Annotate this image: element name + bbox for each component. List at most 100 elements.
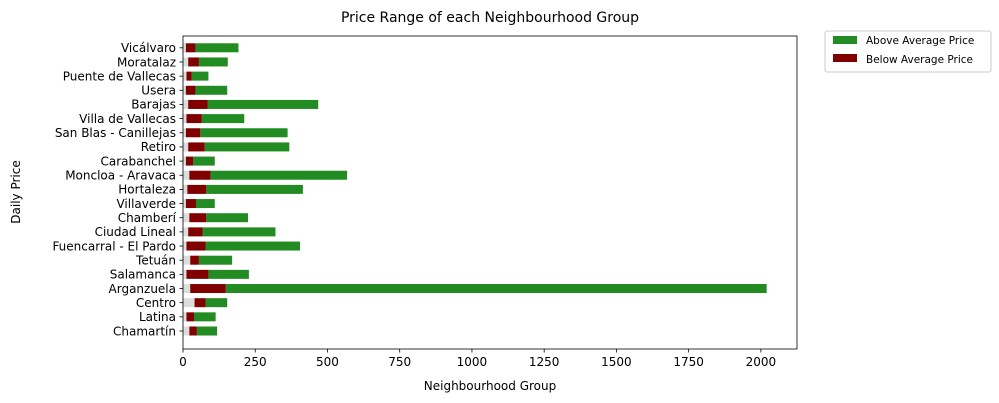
bar-below-average-price-hortaleza [187,184,207,194]
bar-below-average-price-arganzuela [190,284,226,294]
bar-below-average-price-chamberi [189,213,207,223]
bar-below-average-price-san-blas-canillejas [185,128,201,138]
bar-baseline-barajas [183,99,189,109]
y-tick-label-centro: Centro [136,296,176,310]
bar-baseline-villaverde [183,199,186,209]
x-tick-label-250: 250 [244,355,267,369]
bar-above-average-price-villaverde [196,199,215,209]
y-tick-label-retiro: Retiro [141,140,176,154]
bar-baseline-fuencarral-el-pardo [183,241,187,251]
bar-below-average-price-salamanca [186,269,209,279]
y-tick-label-moncloa-aravaca: Moncloa - Aravaca [65,169,176,183]
y-tick-label-barajas: Barajas [131,98,176,112]
bar-above-average-price-centro [205,298,228,308]
bar-above-average-price-puente-de-vallecas [191,71,209,81]
plot-frame [182,35,798,350]
bar-below-average-price-puente-de-vallecas [186,71,192,81]
x-tick-label-0: 0 [179,355,187,369]
bar-baseline-usera [183,85,186,95]
bar-baseline-carabanchel [183,156,186,166]
bar-baseline-salamanca [183,269,187,279]
y-tick-label-carabanchel: Carabanchel [100,154,176,168]
y-tick-label-tetuan: Tetuán [135,254,176,268]
bar-baseline-villa-de-vallecas [183,114,187,124]
x-tick-label-1000: 1000 [457,355,488,369]
bar-above-average-price-usera [195,85,228,95]
y-tick-label-villa-de-vallecas: Villa de Vallecas [79,112,176,126]
bar-below-average-price-centro [194,298,206,308]
legend-box [824,30,992,73]
legend-swatch-below-average [833,54,857,62]
bar-above-average-price-ciudad-lineal [202,227,276,237]
x-tick-label-1750: 1750 [673,355,704,369]
y-tick-label-latina: Latina [139,310,176,324]
bar-baseline-tetuan [183,255,191,265]
y-tick-label-hortaleza: Hortaleza [118,183,176,197]
y-tick-label-fuencarral-el-pardo: Fuencarral - El Pardo [52,239,176,253]
bar-above-average-price-fuencarral-el-pardo [205,241,301,251]
bar-below-average-price-fuencarral-el-pardo [186,241,206,251]
x-tick-label-1500: 1500 [601,355,632,369]
bar-below-average-price-ciudad-lineal [188,227,203,237]
bar-above-average-price-moratalaz [198,57,228,67]
y-tick-label-arganzuela: Arganzuela [109,282,176,296]
bar-below-average-price-carabanchel [185,156,194,166]
bar-above-average-price-retiro [204,142,290,152]
bar-baseline-latina [183,312,187,322]
bar-baseline-retiro [183,142,189,152]
bar-baseline-san-blas-canillejas [183,128,186,138]
bar-above-average-price-barajas [207,99,319,109]
bar-above-average-price-salamanca [208,269,249,279]
bar-baseline-moratalaz [183,57,189,67]
bar-above-average-price-tetuan [198,255,233,265]
bar-above-average-price-chamberi [206,213,249,223]
bar-above-average-price-latina [193,312,216,322]
y-tick-label-san-blas-canillejas: San Blas - Canillejas [55,126,176,140]
y-tick-label-chamberi: Chamberí [118,211,177,225]
y-tick-label-villaverde: Villaverde [116,197,176,211]
bar-above-average-price-chamartin [196,326,218,336]
bar-below-average-price-chamartin [189,326,197,336]
bar-baseline-hortaleza [183,184,188,194]
bar-baseline-chamartin [183,326,190,336]
bar-above-average-price-moncloa-aravaca [210,170,348,180]
y-tick-label-chamartin: Chamartín [113,324,176,338]
bar-below-average-price-moratalaz [188,57,199,67]
bar-above-average-price-carabanchel [193,156,215,166]
x-tick-label-1250: 1250 [529,355,560,369]
x-axis: 0 250 500 750 1000 1250 1500 1750 2000 [179,349,776,369]
bar-below-average-price-villaverde [185,199,197,209]
bar-below-average-price-vicalvaro [185,43,196,53]
x-tick-label-750: 750 [388,355,411,369]
bars-group [183,43,767,336]
bar-above-average-price-arganzuela [225,284,767,294]
chart-title: Price Range of each Neighbourhood Group [341,10,639,26]
legend-label-below-average: Below Average Price [866,54,973,66]
bar-baseline-ciudad-lineal [183,227,189,237]
bar-baseline-moncloa-aravaca [183,170,190,180]
bar-baseline-centro [183,298,195,308]
bar-above-average-price-vicalvaro [195,43,239,53]
bar-below-average-price-latina [186,312,194,322]
y-axis: ChamartínLatinaCentroArganzuelaSalamanca… [52,41,183,338]
y-tick-label-vicalvaro: Vicálvaro [121,41,176,55]
y-axis-title: Daily Price [9,160,23,223]
bar-below-average-price-barajas [188,99,208,109]
bar-below-average-price-moncloa-aravaca [189,170,211,180]
y-tick-label-puente-de-vallecas: Puente de Vallecas [63,69,176,83]
bar-above-average-price-hortaleza [206,184,303,194]
y-tick-label-moratalaz: Moratalaz [117,55,176,69]
bar-above-average-price-san-blas-canillejas [200,128,288,138]
bar-above-average-price-villa-de-vallecas [201,114,245,124]
bar-baseline-vicalvaro [183,43,186,53]
y-tick-label-usera: Usera [141,84,176,98]
bar-below-average-price-usera [185,85,196,95]
y-tick-label-salamanca: Salamanca [110,268,176,282]
x-tick-label-2000: 2000 [746,355,777,369]
bar-baseline-arganzuela [183,284,191,294]
legend: Above Average Price Below Average Price [824,30,992,73]
legend-swatch-above-average [833,36,857,44]
x-tick-label-500: 500 [316,355,339,369]
y-tick-label-ciudad-lineal: Ciudad Lineal [95,225,176,239]
